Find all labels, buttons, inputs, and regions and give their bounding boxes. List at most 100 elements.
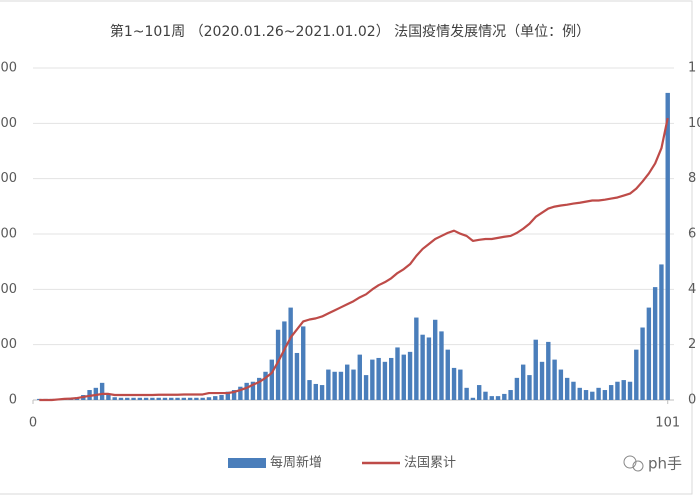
bar	[263, 371, 268, 400]
bar	[169, 397, 174, 400]
bar	[401, 354, 406, 400]
bar	[646, 307, 652, 400]
bar	[608, 385, 614, 400]
bar	[665, 92, 670, 401]
bar	[640, 327, 645, 400]
bar	[156, 397, 161, 400]
bar	[118, 397, 124, 400]
bar	[307, 380, 312, 400]
bar	[357, 354, 362, 400]
bar	[564, 377, 570, 400]
bar	[250, 381, 256, 400]
legend-swatch	[228, 458, 266, 468]
bar	[326, 369, 331, 400]
bar	[389, 357, 394, 400]
bar	[125, 397, 130, 400]
x-tick-label: 101	[655, 416, 680, 431]
bar	[508, 390, 513, 400]
watermark-icon	[623, 455, 637, 469]
bar	[458, 369, 463, 400]
bar	[370, 359, 375, 400]
x-tick-label: 0	[29, 416, 37, 431]
bar	[206, 397, 212, 400]
bar	[351, 369, 356, 400]
y-tick-label: 0	[9, 393, 17, 408]
bar	[99, 382, 105, 400]
y2-tick-label: 4	[688, 282, 696, 297]
bar	[338, 371, 344, 400]
bar	[269, 359, 275, 400]
y-tick-label: 000	[0, 282, 17, 297]
bar	[181, 397, 187, 400]
bar	[489, 396, 494, 400]
bar	[345, 364, 350, 400]
bar	[294, 352, 300, 400]
bar	[659, 264, 664, 400]
watermark-text: ph手	[648, 455, 682, 473]
bar	[137, 397, 143, 400]
y2-tick-label: 6	[688, 227, 696, 242]
bar	[590, 391, 595, 400]
bar	[231, 390, 237, 400]
y-tick-label: 000	[0, 227, 17, 242]
bar	[527, 375, 532, 400]
bar	[439, 331, 444, 400]
bar	[495, 396, 501, 400]
bar	[451, 367, 457, 400]
bar	[514, 377, 520, 400]
y2-tick-label: 0	[688, 393, 696, 408]
bar	[162, 397, 168, 400]
y-tick-label: 000	[0, 337, 17, 352]
bar	[395, 347, 400, 400]
bar	[143, 397, 149, 400]
bar	[615, 381, 620, 400]
legend-label: 每周新增	[270, 455, 322, 471]
y2-tick-label: 10	[688, 116, 700, 131]
bar	[571, 381, 576, 400]
y2-tick-label: 1	[688, 61, 696, 76]
bar	[539, 361, 545, 400]
bar	[332, 371, 337, 400]
bar	[213, 396, 218, 400]
bar	[219, 395, 224, 400]
bar	[131, 397, 136, 400]
bar	[445, 349, 450, 400]
bar	[558, 369, 564, 400]
bar	[407, 351, 413, 400]
bar	[602, 390, 608, 400]
bar	[470, 397, 476, 400]
bar	[627, 381, 633, 400]
y2-tick-label: 2	[688, 337, 696, 352]
watermark-icon	[632, 460, 644, 472]
bar	[301, 326, 306, 400]
bar	[414, 317, 419, 400]
bar	[313, 383, 318, 400]
bar	[634, 349, 639, 400]
chart-title: 第1~101周 （2020.01.26~2021.01.02） 法国疫情发展情况…	[110, 23, 590, 40]
y2-tick-label: 8	[688, 171, 696, 186]
bar	[363, 375, 369, 400]
bar	[483, 391, 488, 400]
legend-label: 法国累计	[404, 456, 456, 471]
y-tick-label: 000	[0, 171, 17, 186]
bar	[194, 397, 199, 400]
bar	[238, 386, 243, 400]
bar	[502, 393, 507, 400]
bar	[175, 397, 180, 400]
bar	[187, 397, 193, 400]
bar	[288, 307, 293, 400]
bar	[275, 329, 281, 400]
bar	[112, 397, 117, 400]
line	[39, 117, 669, 402]
bar	[257, 377, 262, 400]
y-tick-label: 000	[0, 116, 17, 131]
bar	[282, 321, 287, 400]
bar	[583, 390, 589, 400]
bar	[382, 361, 388, 400]
bar	[376, 357, 381, 400]
watermark: ph手	[623, 455, 682, 473]
bar	[520, 364, 526, 400]
bar	[621, 380, 626, 400]
